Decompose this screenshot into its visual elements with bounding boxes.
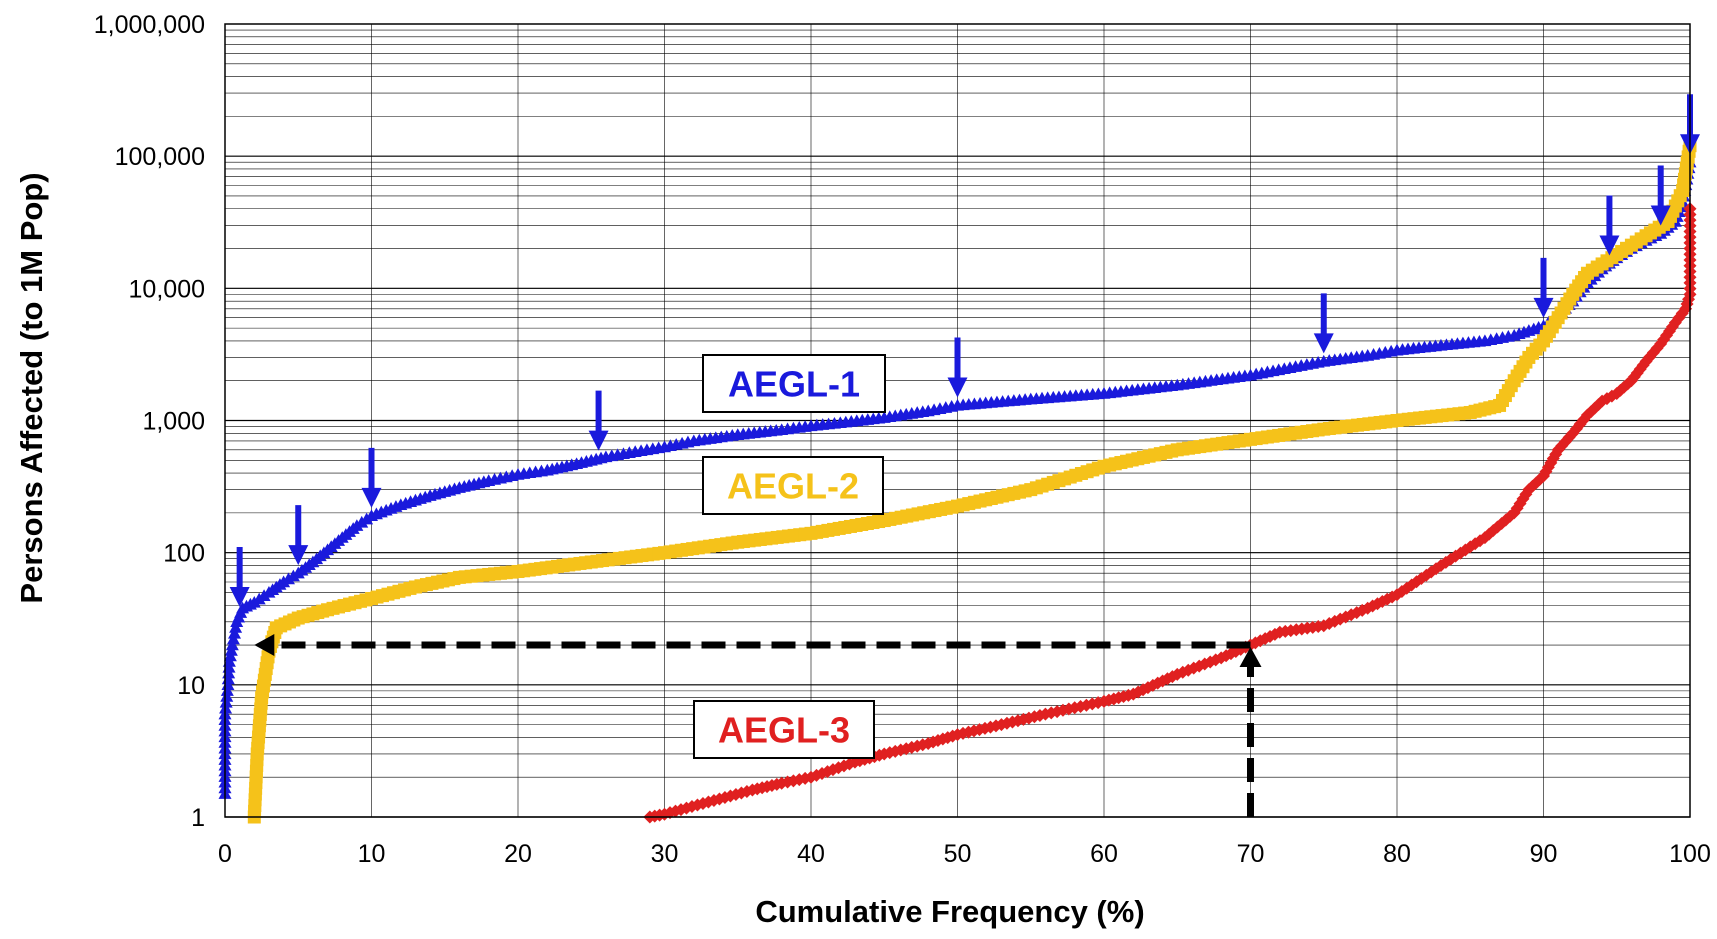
data-point [219,695,233,708]
data-point [220,690,234,702]
y-tick-label: 10,000 [129,275,205,303]
y-tick-label: 1,000 [142,408,205,436]
callout-aegl-2: AEGL-2 [702,456,884,515]
x-axis-title: Cumulative Frequency (%) [755,894,1144,929]
blue-marker-arrowhead [288,545,309,566]
y-tick-label: 1,000,000 [94,11,205,39]
x-tick-label: 40 [797,840,825,868]
callout-box [702,354,886,413]
plot-frame [224,23,1691,818]
series-aegl-2 [247,139,1697,824]
blue-marker-arrowhead [1599,235,1620,256]
series-layer [218,139,1697,824]
x-tick-label: 10 [358,840,386,868]
y-tick-label: 100,000 [115,143,205,171]
callout-box [693,700,875,759]
y-tick-label: 10 [177,672,205,700]
blue-marker-arrowhead [947,377,968,398]
callout-label: AEGL-1 [728,364,860,405]
y-tick-label: 1 [191,804,205,832]
callout-aegl-1: AEGL-1 [702,354,886,413]
blue-marker-arrowhead [1313,333,1334,354]
x-tick-label: 30 [651,840,679,868]
x-tick-label: 90 [1530,840,1558,868]
y-tick-label: 100 [163,540,205,568]
y-axis-title: Persons Affected (to 1M Pop) [14,172,49,603]
x-tick-label: 60 [1090,840,1118,868]
blue-marker-arrowhead [1533,297,1554,318]
data-point [1507,506,1521,520]
data-point [1016,712,1030,726]
callout-box [702,456,884,515]
x-tick-label: 100 [1669,840,1711,868]
arrowhead-up [1239,647,1262,668]
annotation-layer: AEGL-1 AEGL-2 AEGL-3 [229,94,1700,817]
x-tick-label: 70 [1237,840,1265,868]
x-tick-label: 80 [1383,840,1411,868]
blue-marker-arrowhead [1650,205,1671,226]
grid [224,23,1691,818]
x-tick-label: 50 [944,840,972,868]
blue-marker-arrowhead [229,586,250,607]
tick-labels: 0 10 20 30 40 50 60 70 80 90 1001101001,00010,0001… [94,11,1711,868]
series-aegl-1 [218,155,1697,799]
blue-marker-arrowhead [588,430,609,451]
callout-label: AEGL-3 [718,710,850,751]
callout-aegl-3: AEGL-3 [693,700,875,759]
x-tick-label: 0 [218,840,232,868]
arrowhead-left [254,634,275,657]
callout-label: AEGL-2 [727,466,859,507]
x-tick-label: 20 [504,840,532,868]
data-point [220,684,234,696]
blue-marker-arrowhead [361,487,382,508]
